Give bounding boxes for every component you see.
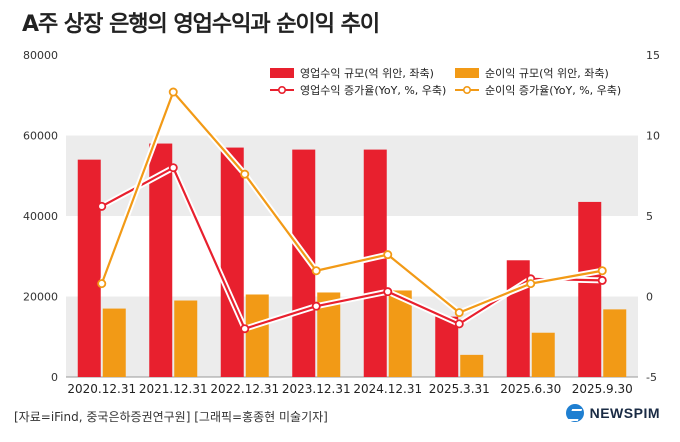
legend-swatch-revenue-bar xyxy=(270,68,294,78)
bar-net-income xyxy=(531,332,555,377)
left-axis-ticks: 0 20000 40000 60000 80000 xyxy=(23,49,58,384)
legend-marker-revenue-growth xyxy=(277,86,286,95)
bar-net-income xyxy=(174,300,198,377)
right-axis-tick-label: 0 xyxy=(646,291,653,304)
net-income-growth-point xyxy=(597,266,607,276)
left-axis-tick-label: 0 xyxy=(51,371,58,384)
net-income-growth-line xyxy=(100,90,603,314)
bar-revenue xyxy=(77,159,101,377)
bar-revenue xyxy=(578,201,602,377)
right-axis-tick-label: 15 xyxy=(646,49,660,62)
category-label: 2020.12.31 xyxy=(67,382,136,396)
bar-revenue xyxy=(506,260,530,377)
category-label: 2025.3.31 xyxy=(429,382,490,396)
category-label: 2025.9.30 xyxy=(572,382,633,396)
chart-legend: 영업수익 규모(억 위안, 좌축) 순이익 규모(억 위안, 좌축) 영업수익 증가… xyxy=(270,67,621,97)
revenue-growth-point xyxy=(597,275,607,285)
chart-title: A주 상장 은행의 영업수익과 순이익 추이 xyxy=(22,12,380,37)
net-income-growth-point xyxy=(97,279,107,289)
left-axis-tick-label: 80000 xyxy=(23,49,58,62)
right-axis-tick-label: 10 xyxy=(646,130,660,143)
brand-logo: NEWSPIM xyxy=(565,404,660,422)
brand-name: NEWSPIM xyxy=(589,405,660,421)
bar-net-income xyxy=(317,292,341,377)
category-label: 2023.12.31 xyxy=(282,382,351,396)
left-axis-tick-label: 60000 xyxy=(23,130,58,143)
bar-revenue xyxy=(292,149,316,377)
category-label: 2025.6.30 xyxy=(500,382,561,396)
legend-swatch-net-income-bar xyxy=(455,68,479,78)
bar-net-income xyxy=(102,308,126,377)
net-income-growth-point xyxy=(168,87,178,97)
category-labels: 2020.12.31 2021.12.31 2022.12.31 2023.12.31… xyxy=(67,382,632,396)
category-label: 2024.12.31 xyxy=(353,382,422,396)
legend-label-revenue-bar: 영업수익 규모(억 위안, 좌축) xyxy=(300,67,434,80)
bar-net-income xyxy=(460,354,484,377)
source-note: [자료=iFind, 중국은하증권연구원] [그래픽=홍종현 미술기자] xyxy=(14,410,328,424)
line-series xyxy=(97,87,607,334)
right-axis-tick-label: -5 xyxy=(646,371,657,384)
net-income-growth-point xyxy=(526,279,536,289)
legend-label-net-income-bar: 순이익 규모(억 위안, 좌축) xyxy=(485,67,609,80)
net-income-growth-point xyxy=(454,308,464,318)
legend-marker-net-income-growth xyxy=(462,86,471,95)
revenue-growth-point xyxy=(383,287,393,297)
bar-net-income xyxy=(603,309,627,377)
right-axis-ticks: -5 0 5 10 15 xyxy=(646,49,660,384)
bar-revenue xyxy=(149,143,173,377)
category-label: 2022.12.31 xyxy=(210,382,279,396)
revenue-growth-point xyxy=(454,319,464,329)
legend-label-net-income-growth: 순이익 증가율(YoY, %, 우축) xyxy=(485,84,621,97)
bar-series xyxy=(77,143,627,377)
revenue-growth-point xyxy=(168,163,178,173)
right-axis-tick-label: 5 xyxy=(646,210,653,223)
revenue-growth-point xyxy=(240,324,250,334)
bar-net-income xyxy=(388,290,412,377)
legend-label-revenue-growth: 영업수익 증가율(YoY, %, 우축) xyxy=(300,84,446,97)
net-income-growth-point xyxy=(240,169,250,179)
bar-net-income xyxy=(245,294,269,377)
bar-revenue xyxy=(363,149,387,377)
left-axis-tick-label: 40000 xyxy=(23,210,58,223)
net-income-growth-point xyxy=(311,266,321,276)
revenue-growth-point xyxy=(97,201,107,211)
newspim-logo-icon xyxy=(565,404,584,422)
bar-revenue xyxy=(435,316,459,377)
bar-revenue xyxy=(220,147,244,377)
left-axis-tick-label: 20000 xyxy=(23,291,58,304)
category-label: 2021.12.31 xyxy=(139,382,208,396)
net-income-growth-point xyxy=(383,250,393,260)
revenue-growth-point xyxy=(311,301,321,311)
